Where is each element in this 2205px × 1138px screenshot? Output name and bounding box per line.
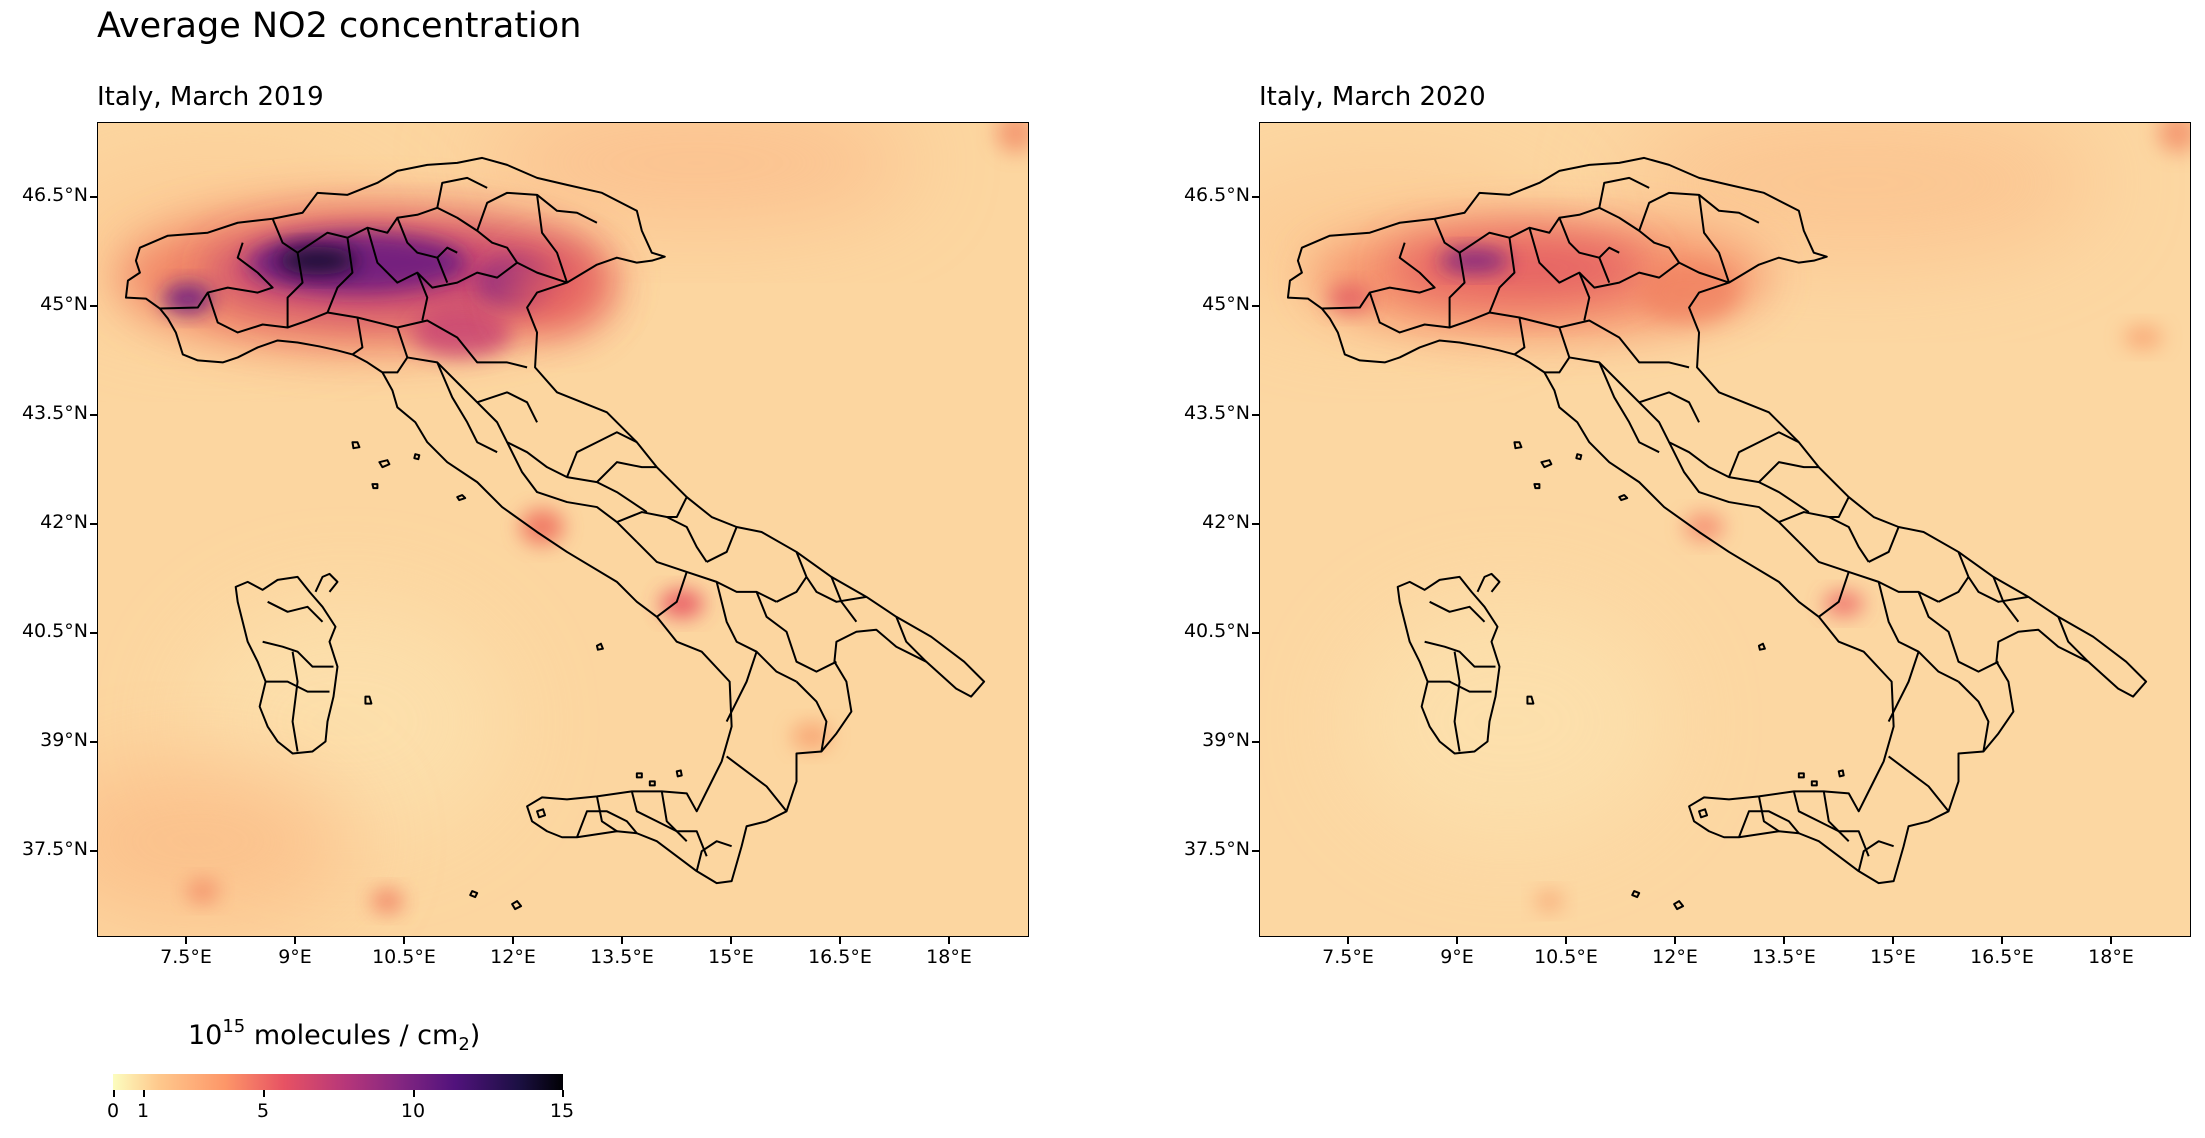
lat-tick-mark — [90, 632, 97, 634]
lon-tick-mark — [1347, 937, 1349, 944]
colorbar-label-subscript: 2 — [458, 1034, 470, 1055]
colorbar-tick-mark — [263, 1090, 265, 1097]
italy-region-borders-2019 — [124, 156, 986, 911]
lat-tick-label: 40.5°N — [1183, 620, 1250, 642]
lon-tick-label: 10.5°E — [1534, 946, 1598, 968]
colorbar-tick-label: 15 — [549, 1100, 575, 1122]
lat-tick-mark — [90, 305, 97, 307]
colorbar-label-units: molecules / cm — [245, 1020, 459, 1051]
lon-tick-label: 9°E — [1440, 946, 1474, 968]
panel-title-2019: Italy, March 2019 — [97, 82, 324, 112]
italy-region-borders-2020 — [1286, 156, 2148, 911]
lat-tick-label: 37.5°N — [21, 838, 88, 860]
colorbar-tick-label: 5 — [256, 1100, 270, 1122]
lon-tick-mark — [2110, 937, 2112, 944]
lat-tick-mark — [90, 523, 97, 525]
lon-tick-label: 18°E — [926, 946, 972, 968]
lat-tick-mark — [1252, 305, 1259, 307]
lon-tick-label: 18°E — [2088, 946, 2134, 968]
map-2019-svg — [98, 123, 1028, 936]
lon-tick-mark — [512, 937, 514, 944]
colorbar-label: 1015 molecules / cm2) — [188, 1016, 480, 1055]
lon-tick-label: 13.5°E — [1752, 946, 1816, 968]
panel-title-2020: Italy, March 2020 — [1259, 82, 1486, 112]
lat-tick-label: 43.5°N — [21, 402, 88, 424]
lat-tick-label: 42°N — [1202, 511, 1250, 533]
lat-tick-label: 42°N — [40, 511, 88, 533]
lat-tick-label: 45°N — [1202, 293, 1250, 315]
lat-tick-label: 40.5°N — [21, 620, 88, 642]
lon-tick-mark — [948, 937, 950, 944]
colorbar-tick-label: 10 — [400, 1100, 426, 1122]
lon-tick-label: 12°E — [490, 946, 536, 968]
lon-tick-label: 15°E — [708, 946, 754, 968]
lon-tick-mark — [730, 937, 732, 944]
lat-tick-mark — [90, 850, 97, 852]
lon-tick-mark — [294, 937, 296, 944]
lat-tick-label: 37.5°N — [1183, 838, 1250, 860]
colorbar-tick-mark — [143, 1090, 145, 1097]
lon-tick-label: 13.5°E — [590, 946, 654, 968]
lat-tick-mark — [1252, 523, 1259, 525]
colorbar-tick-mark — [413, 1090, 415, 1097]
figure-title: Average NO2 concentration — [97, 6, 582, 46]
colorbar — [113, 1074, 563, 1090]
lon-tick-mark — [1892, 937, 1894, 944]
lat-tick-mark — [90, 414, 97, 416]
colorbar-label-close: ) — [469, 1020, 481, 1051]
lon-tick-mark — [621, 937, 623, 944]
lat-tick-mark — [1252, 632, 1259, 634]
lon-tick-mark — [403, 937, 405, 944]
lon-tick-label: 7.5°E — [1322, 946, 1374, 968]
lon-tick-label: 9°E — [278, 946, 312, 968]
lat-tick-mark — [1252, 741, 1259, 743]
lon-tick-label: 16.5°E — [1970, 946, 2034, 968]
lat-tick-label: 39°N — [1202, 729, 1250, 751]
colorbar-tick-label: 0 — [106, 1100, 120, 1122]
lon-tick-mark — [1783, 937, 1785, 944]
lon-tick-mark — [2001, 937, 2003, 944]
colorbar-tick-mark — [113, 1090, 115, 1097]
lon-tick-label: 12°E — [1652, 946, 1698, 968]
colorbar-tick-mark — [562, 1090, 564, 1097]
lon-tick-mark — [839, 937, 841, 944]
lon-tick-label: 10.5°E — [372, 946, 436, 968]
lat-tick-label: 39°N — [40, 729, 88, 751]
colorbar-label-exponent: 15 — [222, 1016, 246, 1037]
lon-tick-label: 15°E — [1870, 946, 1916, 968]
colorbar-label-base: 10 — [188, 1020, 223, 1051]
lon-tick-label: 7.5°E — [160, 946, 212, 968]
lon-tick-mark — [1456, 937, 1458, 944]
no2-field-2019 — [98, 123, 1028, 936]
lat-tick-label: 43.5°N — [1183, 402, 1250, 424]
lat-tick-label: 46.5°N — [1183, 184, 1250, 206]
lat-tick-mark — [90, 741, 97, 743]
lat-tick-mark — [1252, 414, 1259, 416]
lon-tick-label: 16.5°E — [808, 946, 872, 968]
lat-tick-label: 46.5°N — [21, 184, 88, 206]
map-2020 — [1259, 122, 2191, 937]
lat-tick-mark — [1252, 196, 1259, 198]
lat-tick-mark — [90, 196, 97, 198]
map-2020-svg — [1260, 123, 2190, 936]
no2-field-2020 — [1260, 123, 2190, 936]
lon-tick-mark — [1674, 937, 1676, 944]
lon-tick-mark — [185, 937, 187, 944]
colorbar-tick-label: 1 — [136, 1100, 150, 1122]
lon-tick-mark — [1565, 937, 1567, 944]
lat-tick-mark — [1252, 850, 1259, 852]
lat-tick-label: 45°N — [40, 293, 88, 315]
map-2019 — [97, 122, 1029, 937]
